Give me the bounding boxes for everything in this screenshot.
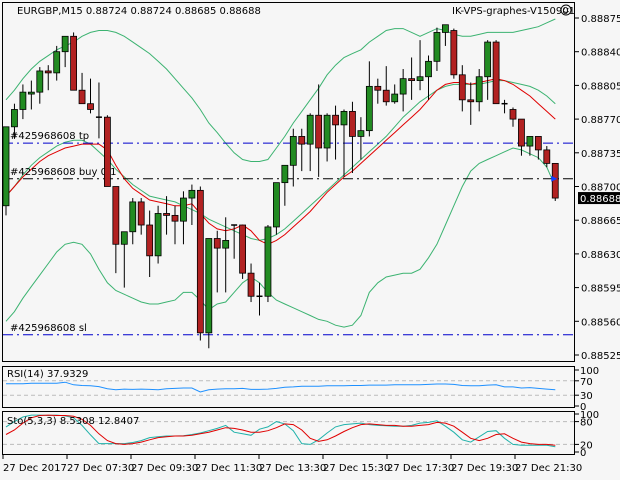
- time-label: 27 Dec 13:30: [259, 463, 326, 474]
- rsi-level-label: 0: [580, 402, 586, 413]
- order-lines: #425968608 tp #425968608 buy 0.1 #42596860…: [3, 131, 574, 336]
- time-label: 27 Dec 09:30: [131, 463, 198, 474]
- time-label: 27 Dec 19:30: [451, 463, 518, 474]
- price-label: 0.88525: [581, 351, 620, 362]
- price-label: 0.88700: [581, 183, 620, 194]
- stochastic-panel[interactable]: [2, 411, 575, 455]
- stoch-level-label: 80: [580, 418, 593, 429]
- time-label: 27 Dec 11:30: [195, 463, 262, 474]
- order-line-label: #425968608 sl: [10, 323, 87, 334]
- time-label: 27 Dec 17:30: [387, 463, 454, 474]
- price-label: 0.88875: [581, 14, 620, 25]
- price-label: 0.88805: [581, 81, 620, 92]
- main-price-panel[interactable]: [2, 2, 575, 362]
- time-label: 27 Dec 21:30: [515, 463, 582, 474]
- rsi-panel[interactable]: [2, 366, 575, 408]
- price-label: 0.88770: [581, 115, 620, 126]
- stoch-level-label: 0: [580, 448, 586, 459]
- expert-name: IK-VPS-graphes-V150901: [452, 6, 575, 17]
- current-price-label: 0.88688: [580, 194, 620, 205]
- price-label: 0.88595: [581, 284, 620, 295]
- stoch-level-label: 100: [580, 410, 599, 421]
- current-price-tag: [578, 192, 620, 205]
- price-label: 0.88735: [581, 149, 620, 160]
- order-line-label: #425968608 tp: [10, 131, 89, 142]
- time-label: 27 Dec 07:30: [67, 463, 134, 474]
- order-line-label: #425968608 buy 0.1: [10, 167, 117, 178]
- rsi-level-label: 100: [580, 366, 599, 377]
- symbol-info: EURGBP,M15 0.88724 0.88724 0.88685 0.886…: [17, 6, 261, 17]
- time-label: 27 Dec 15:30: [323, 463, 390, 474]
- price-label: 0.88840: [581, 48, 620, 59]
- rsi-title: RSI(14) 37.9329: [7, 369, 88, 380]
- price-label: 0.88665: [581, 216, 620, 227]
- stoch-level-label: 20: [580, 440, 593, 451]
- rsi-level-label: 70: [580, 377, 593, 388]
- smiley-icon: [560, 4, 572, 16]
- buy-arrow-icon: [551, 175, 558, 182]
- price-label: 0.88630: [581, 250, 620, 261]
- price-axis: 0.88875 0.88840 0.88805 0.88770 0.88735 0.887…: [575, 14, 620, 362]
- price-label: 0.88560: [581, 317, 620, 328]
- rsi-level-label: 30: [580, 391, 593, 402]
- candlesticks: [2, 24, 559, 349]
- stochastic-title: Sto(5,3,3) 8.5308 12.8407: [7, 416, 139, 427]
- time-label: 27 Dec 2017: [3, 463, 67, 474]
